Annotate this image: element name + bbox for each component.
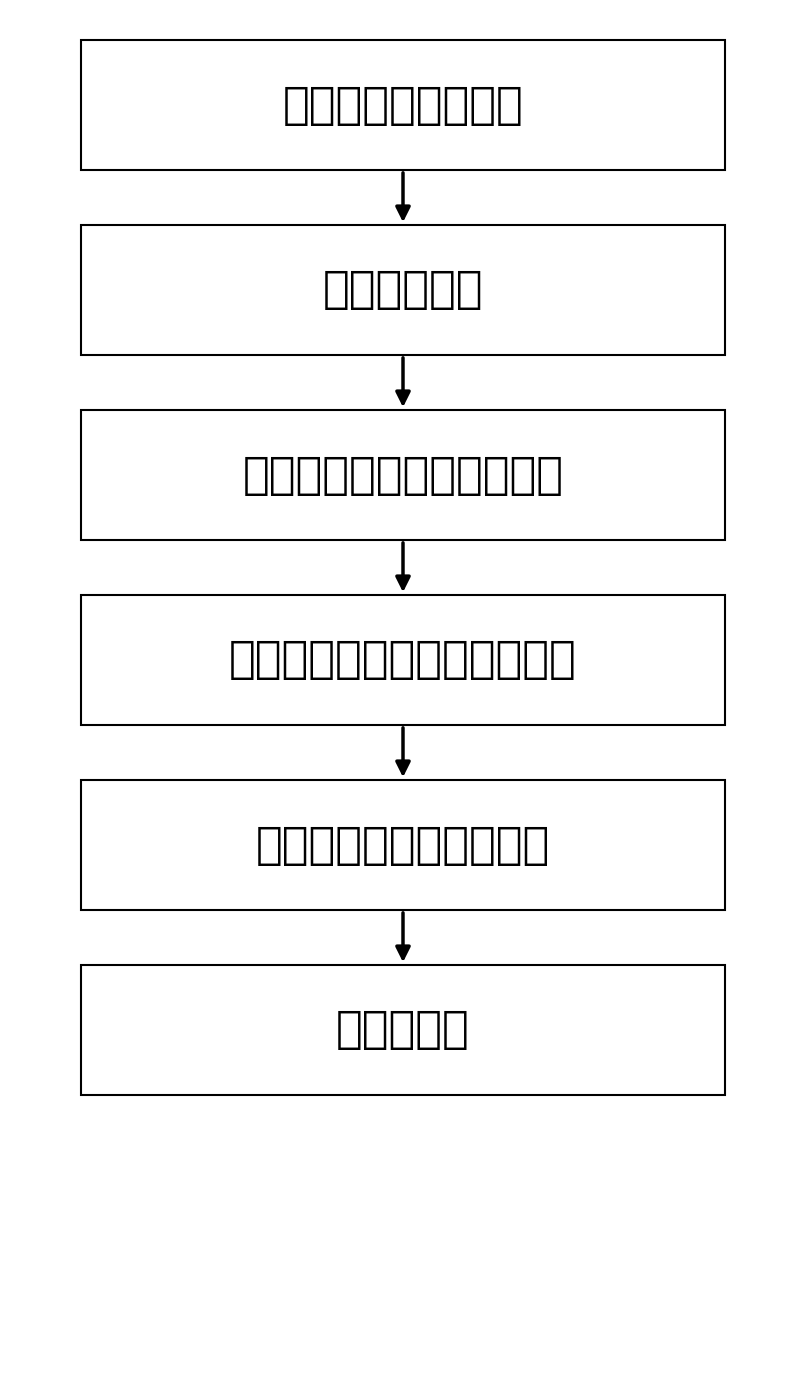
Bar <box>81 965 725 1095</box>
Text: 收集研究区基础数据: 收集研究区基础数据 <box>283 83 523 126</box>
Text: 根据双曲型侵蚀公式计算冲刷: 根据双曲型侵蚀公式计算冲刷 <box>229 639 577 682</box>
Bar <box>81 410 725 541</box>
Bar <box>81 595 725 725</box>
Text: 计算总流量: 计算总流量 <box>336 1009 470 1052</box>
Bar <box>81 40 725 170</box>
Bar <box>81 225 725 355</box>
Text: 计算坡面产流: 计算坡面产流 <box>322 269 484 312</box>
Bar <box>81 780 725 911</box>
Text: 计算虚拟水库溃决泥流量: 计算虚拟水库溃决泥流量 <box>256 823 550 866</box>
Text: 根据启动流速判定临界状态: 根据启动流速判定临界状态 <box>243 453 563 496</box>
